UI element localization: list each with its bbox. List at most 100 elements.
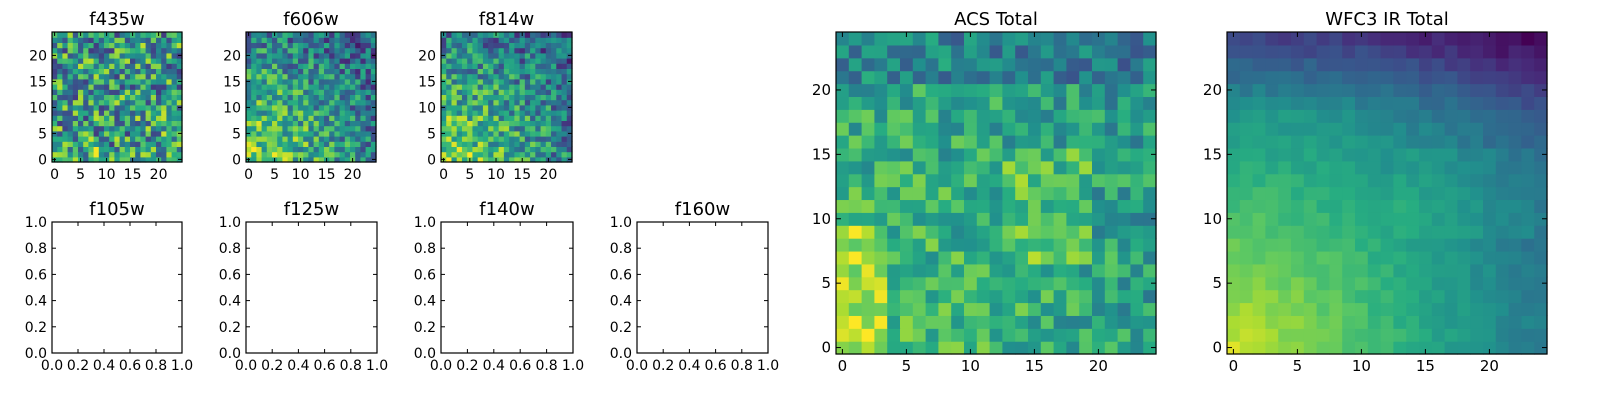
heatmap-cell — [441, 125, 447, 132]
heatmap-cell — [964, 199, 978, 213]
heatmap-cell — [318, 156, 325, 163]
heatmap-cell — [1355, 122, 1369, 136]
heatmap-cell — [1291, 109, 1305, 123]
heatmap-cell — [545, 99, 552, 106]
heatmap-cell — [1431, 263, 1446, 278]
heatmap-cell — [477, 52, 484, 59]
heatmap-cell — [1015, 212, 1029, 226]
heatmap-cell — [324, 130, 330, 137]
heatmap-cell — [303, 47, 309, 54]
heatmap-cell — [130, 52, 136, 59]
heatmap-cell — [324, 99, 330, 106]
heatmap-cell — [329, 73, 335, 80]
heatmap-cell — [964, 263, 978, 278]
heatmap-cell — [1534, 199, 1548, 213]
heatmap-cell — [350, 42, 356, 49]
heatmap-cell — [124, 130, 131, 137]
heatmap-cell — [451, 89, 458, 95]
heatmap-cell — [1534, 289, 1548, 304]
heatmap-cell — [360, 84, 367, 90]
heatmap-cell — [130, 73, 136, 80]
heatmap-cell — [145, 125, 152, 132]
heatmap-cell — [1002, 250, 1016, 265]
y-tick-label: 10 — [812, 210, 831, 228]
heatmap-cell — [339, 73, 346, 80]
heatmap-cell — [1431, 83, 1446, 97]
heatmap-cell — [261, 32, 268, 38]
heatmap-cell — [477, 141, 484, 147]
heatmap-cell — [324, 120, 330, 127]
heatmap-cell — [88, 52, 95, 59]
heatmap-cell — [1066, 109, 1080, 123]
heatmap-cell — [561, 89, 568, 95]
heatmap-cell — [298, 37, 304, 43]
heatmap-cell — [329, 37, 335, 43]
heatmap-cell — [1393, 212, 1407, 226]
heatmap-cell — [1278, 302, 1292, 316]
heatmap-cell — [130, 42, 136, 49]
heatmap-cell — [1079, 238, 1093, 252]
heatmap-cell — [1079, 289, 1093, 304]
heatmap-cell — [130, 89, 136, 95]
heatmap-cell — [1367, 225, 1382, 239]
x-tick-label: 0.0 — [235, 358, 257, 374]
heatmap-cell — [318, 120, 325, 127]
heatmap-cell — [456, 78, 463, 85]
heatmap-cell — [900, 32, 914, 46]
heatmap-cell — [493, 58, 500, 64]
heatmap-cell — [1380, 122, 1394, 136]
heatmap-cell — [498, 37, 505, 43]
heatmap-cell — [298, 89, 304, 95]
heatmap-cell — [488, 73, 494, 80]
heatmap-cell — [976, 212, 991, 226]
y-tick-label: 0 — [232, 152, 241, 168]
heatmap-cell — [83, 37, 89, 43]
heatmap-cell — [482, 47, 489, 54]
heatmap-cell — [1483, 238, 1497, 252]
heatmap-cell — [135, 42, 141, 49]
heatmap-cell — [566, 146, 573, 153]
heatmap-cell — [900, 199, 914, 213]
heatmap-cell — [514, 146, 521, 153]
heatmap-cell — [282, 115, 289, 121]
heatmap-cell — [324, 125, 330, 132]
heatmap-cell — [1227, 44, 1241, 59]
heatmap-cell — [925, 302, 939, 316]
heatmap-cell — [104, 68, 110, 75]
heatmap-cell — [1143, 44, 1157, 59]
heatmap-cell — [493, 146, 500, 153]
heatmap-cell — [303, 110, 309, 116]
heatmap-cell — [540, 99, 547, 106]
heatmap-cell — [861, 122, 875, 136]
heatmap-cell — [1066, 250, 1080, 265]
heatmap-cell — [98, 47, 105, 54]
heatmap-cell — [67, 84, 74, 90]
heatmap-cell — [887, 173, 901, 188]
heatmap-cell — [925, 263, 939, 278]
heatmap-cell — [530, 37, 536, 43]
x-tick-label: 15 — [124, 167, 142, 183]
heatmap-cell — [78, 78, 84, 85]
x-tick-label: 0.8 — [731, 358, 753, 374]
heatmap-cell — [912, 302, 927, 316]
heatmap-cell — [1444, 96, 1458, 110]
heatmap-cell — [556, 151, 563, 158]
heatmap-cell — [1227, 186, 1241, 201]
heatmap-cell — [1130, 83, 1144, 97]
heatmap-cell — [530, 73, 536, 80]
heatmap-cell — [887, 160, 901, 175]
heatmap-cell — [912, 173, 927, 188]
y-tick-label: 0.4 — [414, 294, 436, 310]
heatmap-cell — [1329, 289, 1343, 304]
heatmap-cell — [1380, 44, 1394, 59]
heatmap-cell — [52, 68, 58, 75]
heatmap-cell — [303, 58, 309, 64]
heatmap-cell — [1444, 315, 1458, 329]
heatmap-cell — [503, 42, 510, 49]
heatmap-cell — [1130, 173, 1144, 188]
heatmap-cell — [1053, 83, 1067, 97]
heatmap-cell — [989, 276, 1003, 291]
heatmap-cell — [1316, 122, 1330, 136]
